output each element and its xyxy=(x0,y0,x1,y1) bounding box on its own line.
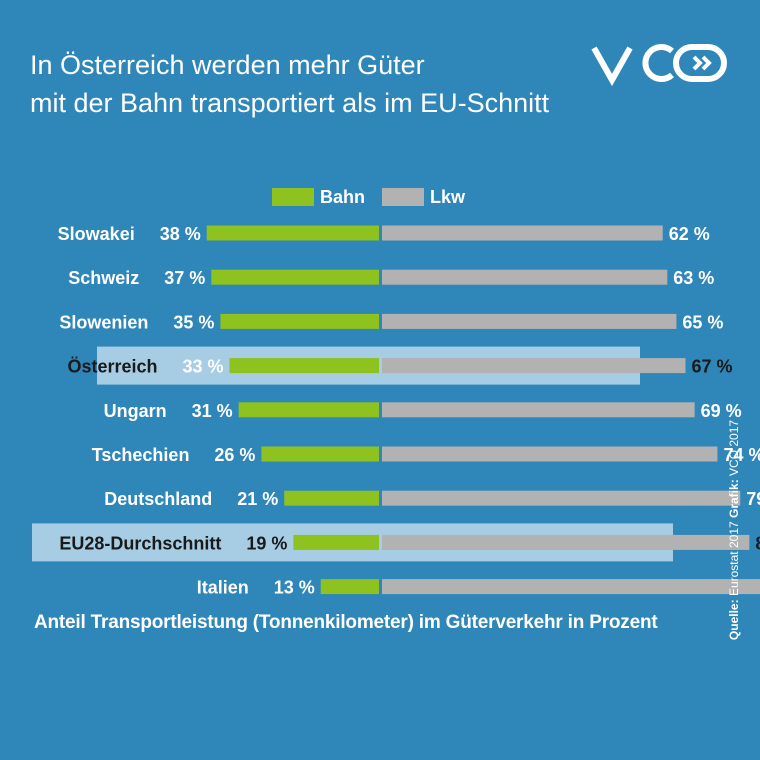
bar-bahn xyxy=(211,269,379,285)
bar-bahn xyxy=(293,534,379,550)
source-value: Eurostat 2017 xyxy=(727,521,741,597)
category-label: Schweiz xyxy=(68,268,139,288)
bar-lkw xyxy=(382,446,718,462)
value-label-bahn: 33 % xyxy=(182,357,223,377)
bar-lkw xyxy=(382,490,741,506)
legend-swatch-lkw xyxy=(382,188,424,206)
bar-bahn xyxy=(229,358,379,374)
value-label-bahn: 31 % xyxy=(192,401,233,421)
value-label-lkw: 74 % xyxy=(723,445,760,465)
bar-bahn xyxy=(206,225,379,241)
source-note: Quelle: Eurostat 2017 Grafik: VCO 2017 xyxy=(727,420,741,640)
chart-title-line-1: In Österreich werden mehr Güter xyxy=(30,50,425,80)
bar-lkw xyxy=(382,269,668,285)
bar-lkw xyxy=(382,534,750,550)
chart-title: In Österreich werden mehr Güter mit der … xyxy=(30,46,590,122)
category-label: Italien xyxy=(197,578,249,598)
vco-logo xyxy=(590,40,730,86)
chart-title-line-2: mit der Bahn transportiert als im EU-Sch… xyxy=(30,88,550,118)
category-label: EU28-Durchschnitt xyxy=(59,533,221,553)
category-label: Deutschland xyxy=(104,489,212,509)
category-label: Ungarn xyxy=(104,401,167,421)
value-label-lkw: 79 % xyxy=(746,489,760,509)
category-label: Slowakei xyxy=(58,224,135,244)
value-label-bahn: 37 % xyxy=(164,268,205,288)
value-label-bahn: 38 % xyxy=(160,224,201,244)
graphic-label: Grafik: xyxy=(727,479,741,518)
value-label-lkw: 65 % xyxy=(682,312,723,332)
legend-label-lkw: Lkw xyxy=(430,187,466,207)
value-label-bahn: 21 % xyxy=(237,489,278,509)
value-label-bahn: 35 % xyxy=(173,312,214,332)
bar-bahn xyxy=(284,490,379,506)
value-label-lkw: 62 % xyxy=(669,224,710,244)
bar-lkw xyxy=(382,402,695,418)
category-label: Tschechien xyxy=(92,445,190,465)
value-label-lkw: 81 % xyxy=(755,533,760,553)
bar-bahn xyxy=(238,402,379,418)
chart-caption: Anteil Transportleistung (Tonnenkilomete… xyxy=(34,612,658,633)
vco-logo-icon xyxy=(591,44,727,86)
value-label-lkw: 69 % xyxy=(701,401,742,421)
bar-lkw xyxy=(382,579,760,595)
bar-bahn xyxy=(220,313,379,329)
source-label: Quelle: xyxy=(727,599,741,641)
bar-lkw xyxy=(382,313,677,329)
value-label-bahn: 26 % xyxy=(214,445,255,465)
value-label-lkw: 63 % xyxy=(673,268,714,288)
bar-lkw xyxy=(382,225,663,241)
value-label-bahn: 19 % xyxy=(246,533,287,553)
category-label: Slowenien xyxy=(59,312,148,332)
graphic-value: VCO 2017 xyxy=(727,419,741,476)
bar-lkw xyxy=(382,358,686,374)
value-label-lkw: 67 % xyxy=(692,357,733,377)
legend-swatch-bahn xyxy=(272,188,314,206)
bar-bahn xyxy=(320,579,379,595)
bar-bahn xyxy=(261,446,379,462)
legend-label-bahn: Bahn xyxy=(320,187,365,207)
value-label-bahn: 13 % xyxy=(274,578,315,598)
category-label: Österreich xyxy=(67,357,157,377)
